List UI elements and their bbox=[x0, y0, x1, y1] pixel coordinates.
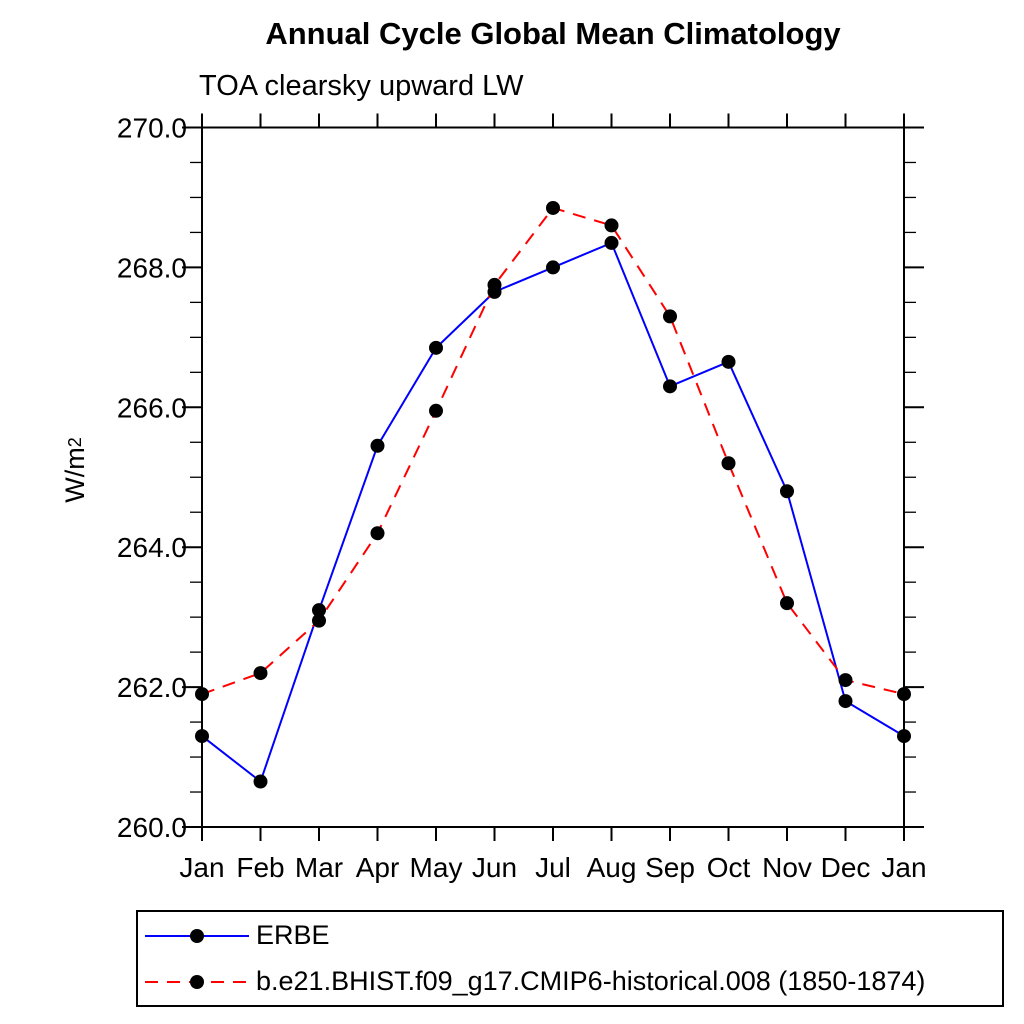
data-point-marker bbox=[838, 694, 853, 709]
data-point-marker bbox=[780, 596, 794, 611]
y-tick-labels: 260.0 262.0 264.0 266.0 268.0 270.0 bbox=[117, 113, 187, 844]
erbe-markers bbox=[195, 235, 911, 789]
data-point-marker bbox=[546, 260, 560, 275]
x-tick-label: Jan bbox=[179, 852, 224, 883]
data-point-marker bbox=[721, 456, 736, 471]
data-point-marker bbox=[663, 309, 677, 324]
erbe-line-sample bbox=[145, 928, 249, 943]
plot-frame bbox=[201, 126, 905, 828]
data-point-marker bbox=[838, 673, 853, 688]
data-point-marker bbox=[897, 729, 911, 744]
x-tick-label: Apr bbox=[356, 852, 400, 883]
y-tick-label: 270.0 bbox=[117, 113, 187, 144]
chart-title: Annual Cycle Global Mean Climatology bbox=[265, 16, 841, 51]
chart-subtitle: TOA clearsky upward LW bbox=[199, 70, 524, 102]
data-point-marker bbox=[604, 218, 619, 233]
y-tick-label: 260.0 bbox=[117, 812, 187, 843]
data-point-marker bbox=[721, 354, 736, 369]
erbe-line bbox=[201, 241, 905, 784]
data-point-marker bbox=[546, 200, 560, 215]
x-tick-label: Dec bbox=[821, 852, 871, 883]
data-point-marker bbox=[312, 613, 326, 628]
model-line-sample bbox=[145, 974, 249, 989]
x-tick-label: Aug bbox=[587, 852, 637, 883]
legend-label-erbe: ERBE bbox=[256, 920, 330, 950]
legend: ERBE b.e21.BHIST.f09_g17.CMIP6-historica… bbox=[136, 910, 1004, 1007]
y-tick-label: 264.0 bbox=[117, 532, 187, 563]
x-tick-label: Jun bbox=[472, 852, 517, 883]
data-point-marker bbox=[780, 484, 794, 499]
model-markers bbox=[195, 200, 911, 702]
data-point-marker bbox=[897, 687, 911, 702]
data-point-marker bbox=[195, 687, 209, 702]
legend-label-model: b.e21.BHIST.f09_g17.CMIP6-historical.008… bbox=[256, 966, 926, 996]
x-tick-label: Nov bbox=[762, 852, 812, 883]
x-tick-label: Feb bbox=[236, 852, 284, 883]
legend-sample-marker bbox=[190, 974, 204, 989]
model-line bbox=[201, 206, 905, 696]
data-point-marker bbox=[253, 774, 268, 789]
data-point-marker bbox=[604, 235, 619, 250]
data-point-marker bbox=[370, 438, 385, 453]
y-tick-label: 268.0 bbox=[117, 252, 187, 283]
data-point-marker bbox=[312, 603, 326, 618]
x-tick-label: Sep bbox=[645, 852, 695, 883]
x-tick-label: May bbox=[410, 852, 463, 883]
x-tick-labels: Jan Feb Mar Apr May Jun Jul Aug Sep Oct Nov Dec Jan bbox=[179, 852, 926, 883]
data-point-marker bbox=[195, 729, 209, 744]
x-tick-label: Mar bbox=[295, 852, 343, 883]
y-tick-label: 262.0 bbox=[117, 672, 187, 703]
data-point-marker bbox=[253, 666, 268, 681]
x-tick-label: Jul bbox=[535, 852, 571, 883]
axis-ticks bbox=[182, 113, 924, 841]
x-tick-label: Jan bbox=[881, 852, 926, 883]
data-point-marker bbox=[663, 379, 677, 394]
data-point-marker bbox=[429, 403, 443, 418]
y-tick-label: 266.0 bbox=[117, 392, 187, 423]
data-point-marker bbox=[487, 277, 502, 292]
legend-sample-marker bbox=[190, 928, 204, 943]
data-point-marker bbox=[429, 340, 443, 355]
legend-item-erbe: ERBE bbox=[142, 914, 1002, 958]
legend-item-model: b.e21.BHIST.f09_g17.CMIP6-historical.008… bbox=[142, 960, 1002, 1004]
data-point-marker bbox=[370, 526, 385, 541]
x-tick-label: Oct bbox=[707, 852, 751, 883]
